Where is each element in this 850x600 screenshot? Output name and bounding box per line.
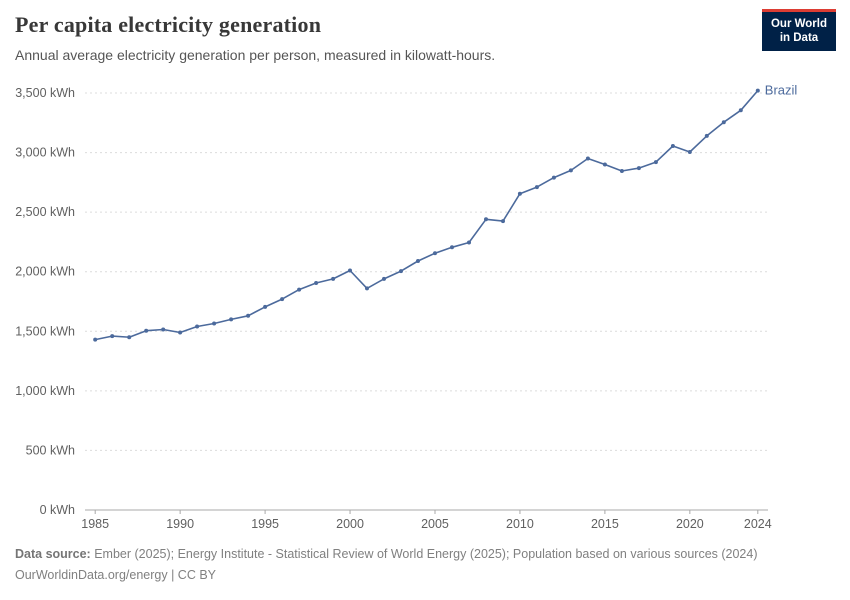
data-point[interactable] bbox=[399, 269, 403, 274]
x-tick-label: 1990 bbox=[166, 517, 194, 531]
license-line[interactable]: OurWorldinData.org/energy | CC BY bbox=[15, 565, 815, 586]
data-point[interactable] bbox=[280, 297, 285, 302]
data-point[interactable] bbox=[144, 328, 149, 333]
data-point[interactable] bbox=[534, 185, 539, 190]
license-text: OurWorldinData.org/energy | CC BY bbox=[15, 568, 217, 582]
data-point[interactable] bbox=[602, 162, 607, 167]
data-point[interactable] bbox=[212, 321, 217, 326]
data-point[interactable] bbox=[670, 144, 675, 148]
y-tick-label: 0 kWh bbox=[40, 503, 75, 517]
series-line-brazil[interactable] bbox=[94, 89, 759, 341]
y-tick-label: 3,500 kWh bbox=[15, 86, 75, 100]
data-point[interactable] bbox=[704, 133, 709, 138]
data-point[interactable] bbox=[161, 327, 166, 332]
y-tick-label: 3,000 kWh bbox=[15, 146, 75, 160]
data-point[interactable] bbox=[433, 251, 437, 256]
data-point[interactable] bbox=[93, 337, 98, 342]
data-point[interactable] bbox=[568, 168, 573, 173]
data-point[interactable] bbox=[738, 108, 743, 113]
y-tick-label: 1,500 kWh bbox=[15, 324, 75, 338]
x-tick-label: 2020 bbox=[676, 517, 704, 531]
x-tick-label: 2000 bbox=[336, 517, 364, 531]
page-title: Per capita electricity generation bbox=[15, 12, 322, 37]
data-point[interactable] bbox=[263, 304, 268, 309]
x-tick-label: 1995 bbox=[251, 517, 279, 531]
y-tick-label: 2,000 kWh bbox=[15, 265, 75, 279]
data-point[interactable] bbox=[331, 276, 336, 281]
data-point[interactable] bbox=[110, 334, 115, 339]
chart-header: Per capita electricity generation Annual… bbox=[15, 12, 750, 63]
x-tick-label: 1985 bbox=[81, 517, 109, 531]
x-tick-label: 2024 bbox=[744, 517, 772, 531]
data-point[interactable] bbox=[484, 217, 488, 222]
data-point[interactable] bbox=[127, 335, 132, 340]
data-source-text: Ember (2025); Energy Institute - Statist… bbox=[90, 547, 758, 561]
data-point[interactable] bbox=[365, 286, 369, 291]
y-tick-label: 500 kWh bbox=[26, 443, 75, 457]
data-point[interactable] bbox=[416, 259, 420, 263]
data-point[interactable] bbox=[517, 191, 522, 196]
data-point[interactable] bbox=[636, 166, 641, 171]
data-point[interactable] bbox=[178, 330, 183, 335]
series-label-brazil[interactable]: Brazil bbox=[765, 83, 798, 98]
data-point[interactable] bbox=[755, 88, 760, 93]
data-point[interactable] bbox=[551, 175, 556, 180]
y-tick-label: 2,500 kWh bbox=[15, 205, 75, 219]
data-point[interactable] bbox=[314, 281, 319, 285]
logo-text-line2: in Data bbox=[779, 32, 819, 44]
data-point[interactable] bbox=[297, 287, 302, 292]
data-point[interactable] bbox=[585, 156, 590, 161]
chart-footer: Data source: Ember (2025); Energy Instit… bbox=[15, 544, 815, 586]
data-point[interactable] bbox=[687, 150, 692, 154]
data-point[interactable] bbox=[619, 169, 624, 173]
data-source-line: Data source: Ember (2025); Energy Instit… bbox=[15, 544, 815, 565]
x-tick-label: 2010 bbox=[506, 517, 534, 531]
x-tick-label: 2015 bbox=[591, 517, 619, 531]
owid-logo[interactable]: Our World in Data bbox=[762, 9, 836, 51]
data-point[interactable] bbox=[721, 120, 726, 125]
data-point[interactable] bbox=[382, 276, 386, 281]
data-point[interactable] bbox=[450, 245, 454, 250]
x-tick-label: 2005 bbox=[421, 517, 449, 531]
data-point[interactable] bbox=[229, 317, 234, 322]
chart-subtitle: Annual average electricity generation pe… bbox=[15, 47, 496, 63]
data-point[interactable] bbox=[348, 268, 352, 273]
data-point[interactable] bbox=[501, 219, 505, 224]
y-tick-label: 1,000 kWh bbox=[15, 384, 75, 398]
logo-accent-bar bbox=[762, 9, 836, 12]
data-point[interactable] bbox=[653, 160, 658, 165]
data-point[interactable] bbox=[195, 324, 200, 329]
logo-text-line1: Our World bbox=[770, 18, 827, 30]
data-point[interactable] bbox=[246, 313, 251, 318]
data-point[interactable] bbox=[467, 240, 471, 245]
data-source-label: Data source: bbox=[15, 547, 91, 561]
